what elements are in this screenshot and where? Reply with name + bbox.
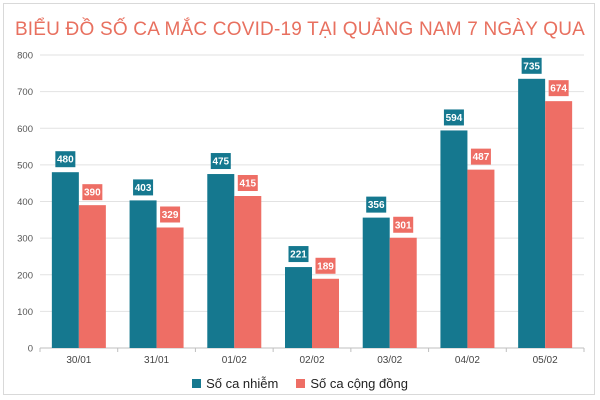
data-label-box xyxy=(521,57,542,74)
data-label: 189 xyxy=(317,261,334,272)
bar-so-ca-cong-dong xyxy=(467,169,495,348)
data-label-box xyxy=(393,216,414,233)
bar-so-ca-nhiem xyxy=(518,78,546,349)
bar-so-ca-cong-dong xyxy=(156,227,184,348)
y-tick-label: 700 xyxy=(17,87,33,98)
data-label-box xyxy=(315,257,336,274)
bar-so-ca-cong-dong xyxy=(234,196,262,348)
data-label-box xyxy=(160,206,181,223)
y-tick-label: 200 xyxy=(17,270,33,281)
data-label-box xyxy=(55,151,76,168)
bar-so-ca-cong-dong xyxy=(78,205,106,348)
y-tick-label: 800 xyxy=(17,51,33,62)
data-label-box xyxy=(237,175,258,192)
data-label-box xyxy=(443,109,464,126)
data-label: 674 xyxy=(550,84,567,95)
chart-legend: Số ca nhiễm Số ca cộng đồng xyxy=(0,376,600,391)
legend-item-so-ca-cong-dong: Số ca cộng đồng xyxy=(296,376,408,391)
bar-so-ca-nhiem xyxy=(207,174,235,348)
y-tick-label: 300 xyxy=(17,234,33,245)
chart-title: BIỂU ĐỒ SỐ CA MẮC COVID-19 TẠI QUẢNG NAM… xyxy=(14,19,586,40)
x-tick-label: 31/01 xyxy=(144,355,169,366)
bar-so-ca-cong-dong xyxy=(545,101,573,349)
y-tick-label: 500 xyxy=(17,160,33,171)
bar-so-ca-cong-dong xyxy=(389,237,417,348)
data-label-box xyxy=(470,148,491,165)
x-tick-label: 01/02 xyxy=(222,355,247,366)
x-tick-label: 05/02 xyxy=(533,355,558,366)
data-label: 594 xyxy=(446,113,463,124)
data-label: 356 xyxy=(368,200,385,211)
bar-so-ca-nhiem xyxy=(362,217,390,348)
data-label: 403 xyxy=(135,183,152,194)
legend-item-so-ca-nhiem: Số ca nhiễm xyxy=(192,376,278,391)
data-label: 221 xyxy=(290,250,307,261)
data-label: 475 xyxy=(212,157,229,168)
x-tick-label: 03/02 xyxy=(377,355,402,366)
data-label-box xyxy=(366,196,387,213)
legend-label-so-ca-cong-dong: Số ca cộng đồng xyxy=(310,376,408,391)
data-label: 329 xyxy=(162,210,179,221)
x-tick-label: 04/02 xyxy=(455,355,480,366)
data-label-box xyxy=(548,80,569,97)
bar-so-ca-nhiem xyxy=(440,130,468,348)
data-label: 301 xyxy=(395,220,412,231)
bar-so-ca-nhiem xyxy=(51,172,79,348)
data-label: 480 xyxy=(57,155,74,166)
data-label-box xyxy=(288,246,309,263)
data-label: 487 xyxy=(473,152,490,163)
data-label: 390 xyxy=(84,188,101,199)
legend-label-so-ca-nhiem: Số ca nhiễm xyxy=(206,376,279,391)
data-label-box xyxy=(133,179,154,196)
data-label-box xyxy=(210,153,231,170)
bar-so-ca-nhiem xyxy=(285,267,312,348)
bar-so-ca-nhiem xyxy=(129,200,157,348)
data-label-box xyxy=(82,184,103,201)
y-tick-label: 600 xyxy=(17,124,33,135)
bar-so-ca-cong-dong xyxy=(312,278,339,348)
legend-swatch-so-ca-nhiem xyxy=(192,379,202,388)
x-tick-label: 02/02 xyxy=(299,355,324,366)
legend-swatch-so-ca-cong-dong xyxy=(296,379,306,388)
data-label: 735 xyxy=(523,61,540,72)
y-tick-label: 400 xyxy=(17,197,33,208)
x-tick-label: 30/01 xyxy=(66,355,91,366)
data-label: 415 xyxy=(239,179,256,190)
y-tick-label: 100 xyxy=(17,307,33,318)
y-tick-label: 0 xyxy=(28,344,33,355)
